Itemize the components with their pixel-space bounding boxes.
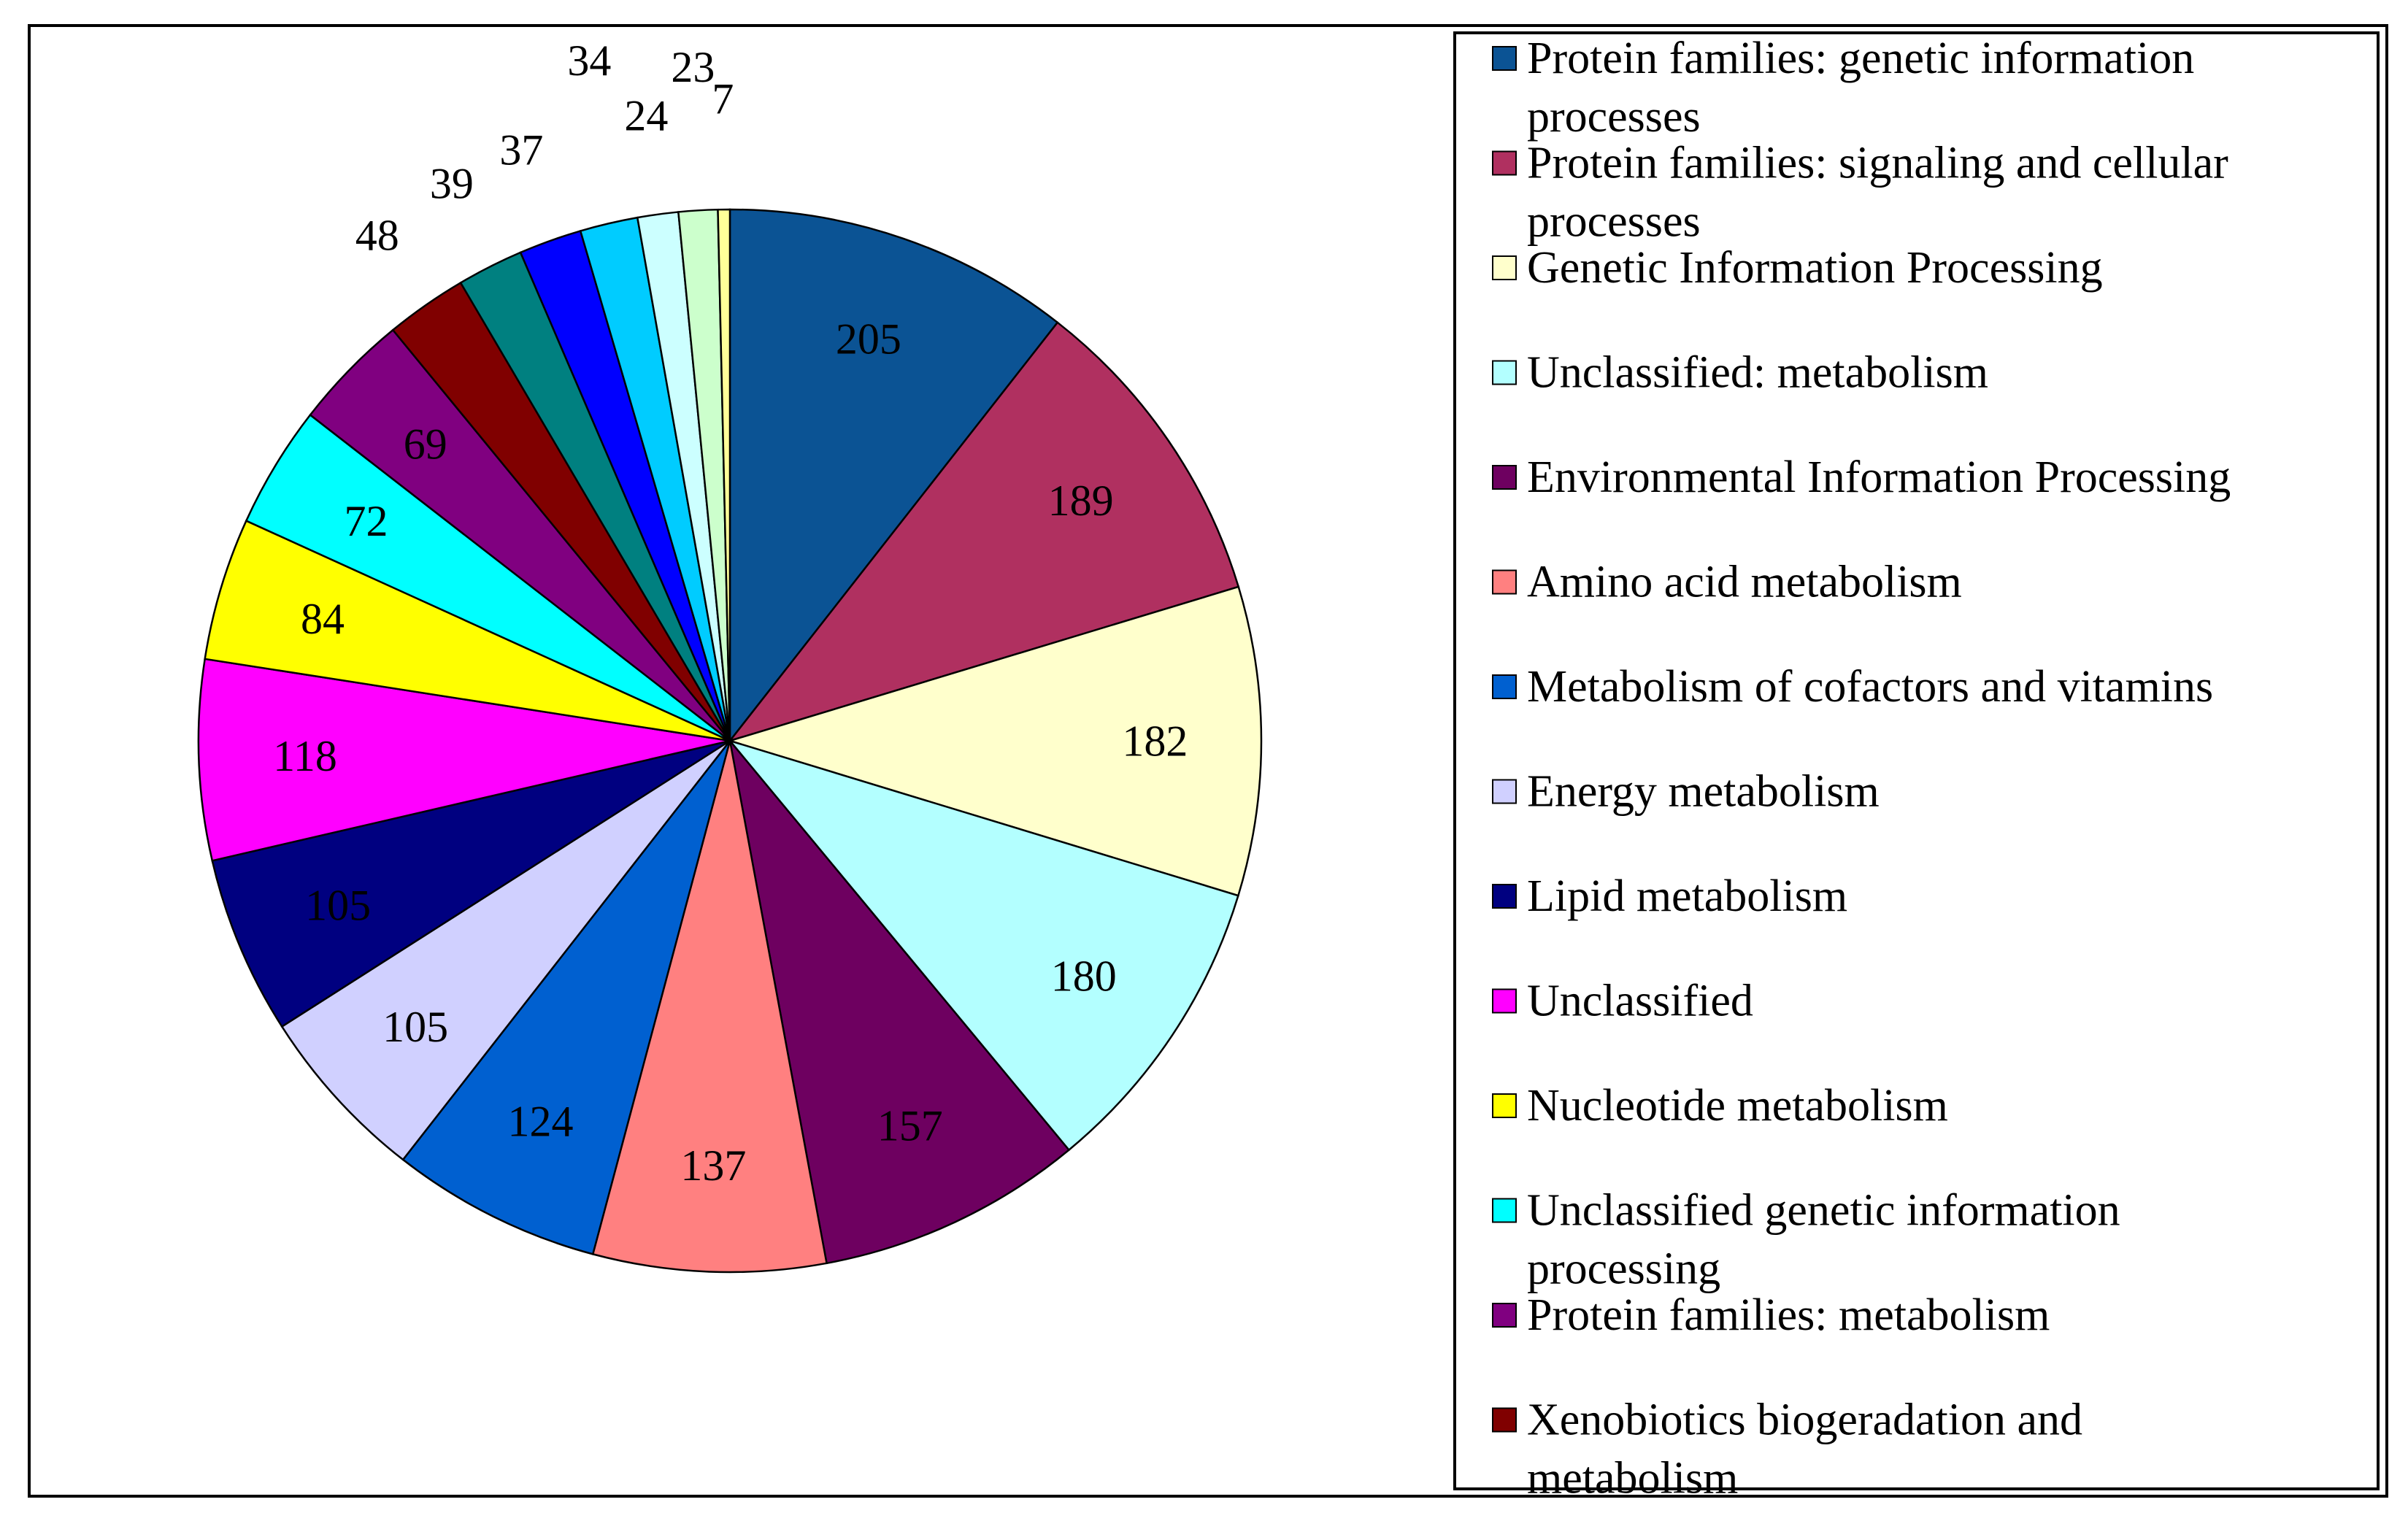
pie-slice [197, 658, 731, 862]
pie-data-label: 137 [680, 1141, 746, 1190]
pie-slice [211, 739, 731, 1028]
legend-item: Protein families: metabolism [1492, 1290, 2050, 1340]
pie-data-label: 37 [499, 126, 543, 174]
pie-data-label: 48 [355, 211, 399, 259]
pie-data-label: 39 [430, 159, 474, 207]
legend-label: processing [1527, 1244, 1720, 1294]
legend: Protein families: genetic information pro… [1453, 31, 2380, 1503]
legend-item: Amino acid metabolism [1492, 558, 1962, 607]
legend-swatch [1492, 46, 1517, 71]
pie-data-label: 34 [567, 36, 611, 85]
legend-item: Unclassified: metabolism [1492, 348, 1988, 398]
legend-swatch [1492, 150, 1517, 176]
legend-label: Metabolism of cofactors and vitamins [1527, 662, 2213, 712]
legend-item: Unclassified genetic information processi… [1492, 1186, 2120, 1294]
pie-slice [728, 737, 1071, 1265]
pie-slice [401, 740, 731, 1255]
legend-label: Genetic Information Processing [1527, 243, 2103, 293]
pie-slice [204, 519, 731, 742]
legend-swatch [1492, 360, 1517, 385]
legend-swatch [1492, 1198, 1517, 1223]
legend-item: Lipid metabolism [1492, 871, 1847, 921]
pie-data-label: 205 [836, 315, 901, 363]
legend-label: Protein families: genetic information [1527, 34, 2194, 83]
pie-data-labels: 205 189 182 180 157 137 124 105 105 118 84 72 69 48 39… [273, 36, 1188, 1190]
pie-data-label: 84 [301, 595, 345, 643]
pie-data-label: 189 [1048, 477, 1114, 525]
legend-box [1453, 31, 2380, 1490]
pie-data-label: 105 [305, 882, 371, 930]
legend-item: Energy metabolism [1492, 767, 1880, 817]
legend-swatch [1492, 465, 1517, 490]
pie-data-label: 182 [1122, 717, 1188, 765]
pie-slice [280, 739, 731, 1161]
legend-item: Environmental Information Processing [1492, 453, 2231, 502]
pie-data-label: 69 [404, 420, 447, 469]
pie-data-label: 180 [1051, 952, 1117, 1001]
legend-label: Amino acid metabolism [1527, 558, 1962, 607]
legend-label: Environmental Information Processing [1527, 453, 2231, 502]
legend-label: Nucleotide metabolism [1527, 1081, 1948, 1131]
legend-item: Xenobiotics biogeradation and metabolism [1492, 1395, 2082, 1503]
legend-swatch [1492, 569, 1517, 595]
pie-slice [728, 208, 1059, 744]
legend-label: Lipid metabolism [1527, 871, 1847, 921]
legend-swatch [1492, 255, 1517, 280]
legend-label: Protein families: metabolism [1527, 1290, 2050, 1340]
legend-item: Unclassified [1492, 977, 1753, 1026]
pie-data-label: 24 [624, 91, 668, 139]
legend-swatch [1492, 988, 1517, 1014]
legend-swatch [1492, 1303, 1517, 1328]
legend-item: Genetic Information Processing [1492, 243, 2103, 293]
legend-swatch [1492, 674, 1517, 699]
pie-slice [727, 739, 1239, 1152]
legend-label: processes [1527, 197, 1701, 247]
legend-label: Protein families: signaling and cellular [1527, 139, 2228, 188]
legend-label: Unclassified: metabolism [1527, 348, 1988, 398]
pie-slice [591, 740, 828, 1274]
legend-label: processes [1527, 92, 1701, 142]
pie-slices [197, 208, 1263, 1274]
pie-data-label: 124 [508, 1097, 574, 1145]
legend-item: Protein families: genetic information pro… [1492, 34, 2194, 142]
legend-label: Energy metabolism [1527, 767, 1880, 817]
legend-swatch [1492, 779, 1517, 804]
legend-label: metabolism [1527, 1454, 1738, 1503]
pie-data-label: 23 [671, 43, 715, 91]
legend-item: Metabolism of cofactors and vitamins [1492, 662, 2213, 712]
pie-data-label: 105 [382, 1003, 448, 1051]
pie-data-label: 7 [712, 75, 734, 123]
pie-slice [727, 321, 1240, 743]
legend-label: Xenobiotics biogeradation and [1527, 1395, 2082, 1445]
pie-data-label: 118 [273, 732, 337, 780]
legend-label: Unclassified [1527, 977, 1753, 1026]
pie-slice [726, 585, 1263, 897]
pie-data-label: 157 [877, 1102, 943, 1150]
pie-data-label: 72 [345, 497, 388, 545]
legend-swatch [1492, 1093, 1517, 1118]
legend-item: Protein families: signaling and cellular… [1492, 139, 2228, 247]
legend-swatch [1492, 884, 1517, 909]
legend-item: Nucleotide metabolism [1492, 1081, 1948, 1131]
legend-label: Unclassified genetic information [1527, 1186, 2120, 1236]
legend-swatch [1492, 1407, 1517, 1433]
pie-slice [717, 208, 731, 742]
